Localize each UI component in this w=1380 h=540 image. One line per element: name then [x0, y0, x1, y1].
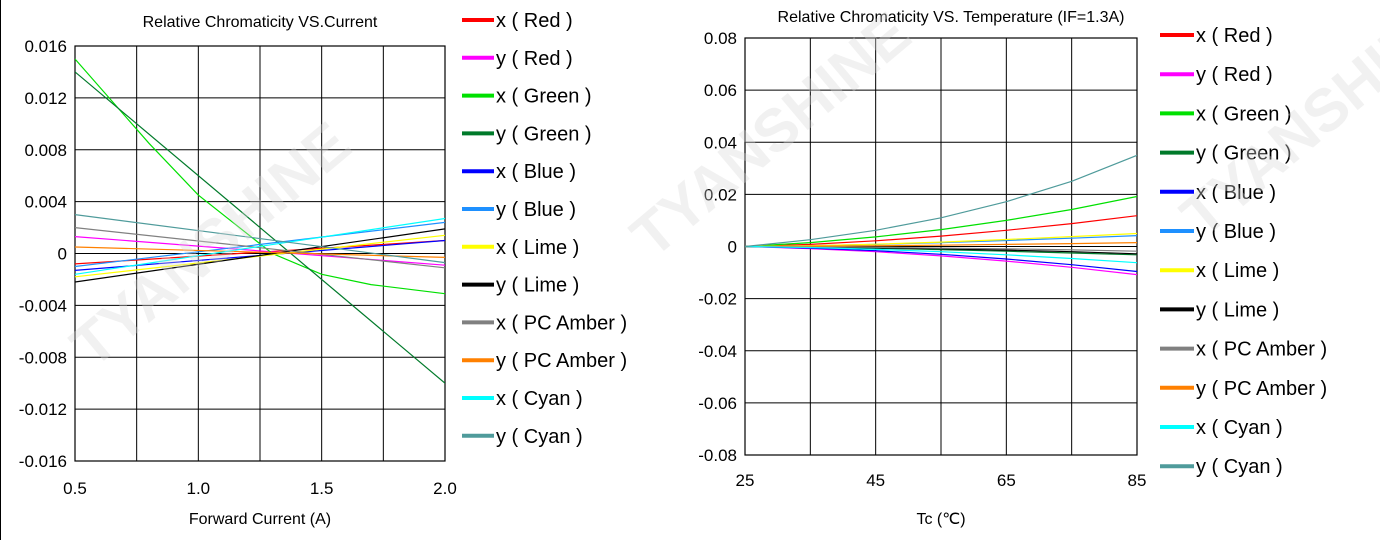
chart2-y-tick-label: 0 [728, 238, 737, 257]
chart2-x-tick-label: 85 [1128, 471, 1147, 490]
chart1-y-tick-label: -0.004 [19, 296, 67, 315]
chart2-legend-label: y ( Blue ) [1196, 221, 1276, 243]
chart1-legend-label: y ( Green ) [496, 123, 592, 145]
chart1-y-tick-label: 0.004 [24, 193, 67, 212]
chart1-x-tick-label: 2.0 [433, 479, 457, 498]
chart1-y-tick-label: -0.008 [19, 348, 67, 367]
chart1-legend-label: x ( Green ) [496, 86, 592, 108]
chart2-legend-label: y ( Cyan ) [1196, 456, 1283, 478]
chart2-legend-label: x ( Cyan ) [1196, 417, 1283, 439]
chart2-x-tick-label: 65 [997, 471, 1016, 490]
chart1-x-axis-label: Forward Current (A) [189, 511, 331, 528]
chart2-legend-label: x ( Green ) [1196, 103, 1292, 125]
chart2-x-axis-label: Tc (℃) [916, 511, 965, 528]
chart1-legend-label: x ( Blue ) [496, 161, 576, 183]
chart2-y-tick-label: -0.02 [698, 290, 737, 309]
chart1-x-tick-label: 1.5 [310, 479, 334, 498]
chart2-series-line [745, 154, 1137, 248]
chart1-y-tick-label: 0.008 [24, 141, 67, 160]
chart2-y-tick-label: -0.04 [698, 342, 737, 361]
chart2-legend-label: y ( Lime ) [1196, 299, 1279, 321]
chart2-series-line [745, 242, 1137, 248]
chart2-legend-label: x ( Lime ) [1196, 260, 1279, 282]
chart1-legend-label: y ( PC Amber ) [496, 350, 627, 372]
page-border [0, 0, 1, 540]
chart1-x-tick-label: 1.0 [187, 479, 211, 498]
chart2-y-tick-label: -0.06 [698, 394, 737, 413]
chart2-series-line [745, 215, 1137, 248]
chart2-legend-label: x ( Blue ) [1196, 182, 1276, 204]
chart1-legend-label: y ( Blue ) [496, 199, 576, 221]
chart2-legend-label: x ( Red ) [1196, 25, 1273, 47]
chart2-series-line [745, 245, 1137, 252]
chart2-legend-label: x ( PC Amber ) [1196, 339, 1327, 361]
chart2-y-tick-label: -0.08 [698, 446, 737, 465]
chart1-title: Relative Chromaticity VS.Current [143, 14, 378, 31]
chart1-legend-label: x ( Lime ) [496, 237, 579, 259]
chart1-series-line [75, 214, 445, 264]
chart1-series-line [75, 246, 445, 258]
chart2-y-tick-label: 0.06 [704, 81, 737, 100]
chart1-y-tick-label: -0.012 [19, 400, 67, 419]
chart2-legend-label: y ( PC Amber ) [1196, 378, 1327, 400]
chart1-series-line [75, 227, 445, 269]
chart2-title: Relative Chromaticity VS. Temperature (I… [778, 9, 1125, 26]
chart1-legend-label: x ( Red ) [496, 10, 573, 32]
chart2-x-tick-label: 25 [736, 471, 755, 490]
chart1-x-tick-label: 0.5 [63, 479, 87, 498]
chart1-y-tick-label: -0.016 [19, 452, 67, 471]
chart1-legend-label: y ( Red ) [496, 48, 573, 70]
chart1-legend-label: x ( Cyan ) [496, 388, 583, 410]
chart2-y-tick-label: 0.04 [704, 133, 737, 152]
chart2-series-line [745, 245, 1137, 264]
chart2-legend-label: y ( Green ) [1196, 143, 1292, 165]
chart1-y-tick-label: 0 [58, 245, 67, 264]
chart1-legend-label: y ( Lime ) [496, 275, 579, 297]
chart1-legend-label: x ( PC Amber ) [496, 312, 627, 334]
chart2-series-group [745, 154, 1137, 276]
chart1-series-line [75, 236, 445, 266]
chart2-legend-label: y ( Red ) [1196, 64, 1273, 86]
chart1-y-tick-label: 0.012 [24, 89, 67, 108]
chart2-y-tick-label: 0.02 [704, 185, 737, 204]
chart1-series-line [75, 217, 445, 275]
chart1-legend-label: y ( Cyan ) [496, 426, 583, 448]
chart2-series-line [745, 195, 1137, 248]
chart2-x-tick-label: 45 [866, 471, 885, 490]
chart1-series-line [75, 71, 445, 384]
chart1-series-group [75, 58, 445, 384]
chart1-series-line [75, 228, 445, 283]
chart1-series-line [75, 221, 445, 268]
chart1-y-tick-label: 0.016 [24, 37, 67, 56]
chart2-y-tick-label: 0.08 [704, 29, 737, 48]
chart1-plot-frame [74, 45, 446, 462]
